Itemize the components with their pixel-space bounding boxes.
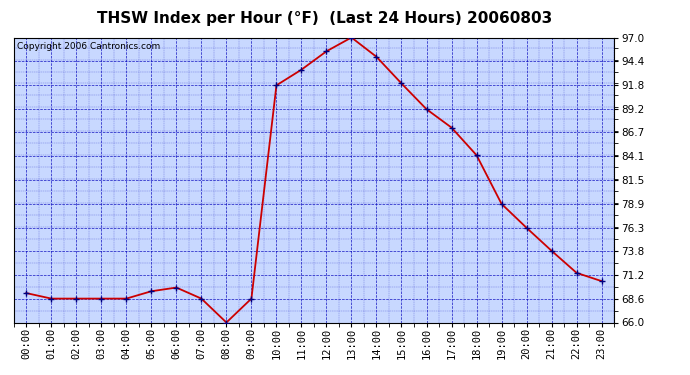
Text: THSW Index per Hour (°F)  (Last 24 Hours) 20060803: THSW Index per Hour (°F) (Last 24 Hours)… <box>97 11 552 26</box>
Text: Copyright 2006 Cantronics.com: Copyright 2006 Cantronics.com <box>17 42 160 51</box>
